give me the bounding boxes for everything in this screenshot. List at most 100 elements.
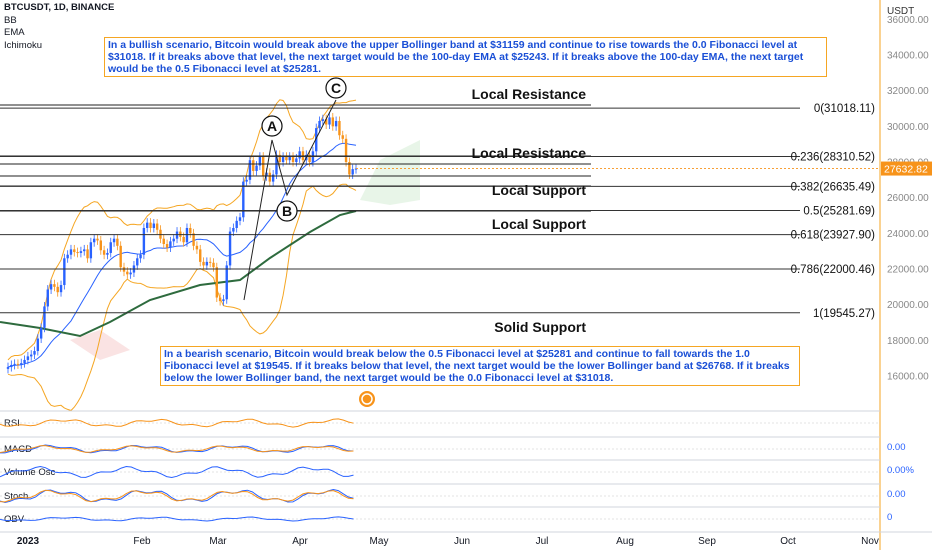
level-label: Local Resistance — [472, 86, 587, 102]
indicator-legend: BTCUSDT, 1D, BINANCE BB EMA Ichimoku — [4, 2, 114, 52]
x-tick-label: Jun — [454, 536, 470, 547]
level-label: Solid Support — [494, 319, 586, 335]
candle-body — [348, 162, 351, 175]
candle-body — [238, 217, 242, 221]
candle-body — [212, 262, 215, 268]
last-price-tag — [881, 161, 932, 176]
candle-body — [46, 289, 49, 307]
candle-body — [26, 356, 30, 360]
candle-body — [228, 231, 232, 266]
fib-label: 0.5(25281.69) — [803, 205, 875, 217]
candle-body — [232, 227, 235, 232]
candle-body — [182, 236, 185, 243]
y-tick-label: 18000.00 — [887, 336, 929, 347]
candle-body — [285, 156, 288, 161]
candle-body — [149, 222, 152, 228]
fib-label: 0.382(26635.49) — [791, 181, 876, 193]
candle-body — [225, 265, 228, 300]
bollinger-upper — [7, 99, 357, 361]
wave-path — [243, 99, 337, 301]
candle-body — [129, 272, 132, 275]
x-tick-label: Sep — [698, 536, 716, 547]
candle-body — [146, 222, 149, 228]
pane-value: 0 — [887, 512, 892, 523]
indicator-ichimoku[interactable]: Ichimoku — [4, 39, 43, 51]
x-tick-label: Apr — [292, 536, 308, 547]
currency-label: USDT — [887, 6, 914, 17]
level-label: Local Support — [492, 182, 586, 198]
pane-value: 0.00 — [887, 442, 906, 453]
candle-body — [116, 238, 119, 246]
candle-body — [321, 119, 325, 121]
candle-body — [20, 363, 23, 365]
logo-ring — [361, 393, 373, 405]
candle-body — [262, 156, 265, 177]
candle-body — [33, 351, 36, 355]
candle-body — [96, 238, 99, 241]
candle-body — [275, 154, 278, 175]
candle-body — [73, 249, 76, 253]
y-tick-label: 34000.00 — [887, 51, 929, 62]
x-tick-label: May — [370, 536, 389, 547]
candle-body — [341, 135, 344, 139]
ema-line — [0, 210, 357, 338]
pane-value: 0.00 — [887, 489, 906, 500]
indicator-bb[interactable]: BB — [4, 14, 17, 26]
candle-body — [281, 156, 285, 162]
candle-body — [288, 156, 291, 161]
bollinger-basis — [7, 142, 357, 368]
bullish-annotation[interactable]: In a bullish scenario, Bitcoin would bre… — [104, 37, 827, 77]
indicator-ema[interactable]: EMA — [4, 27, 25, 38]
candle-body — [215, 267, 218, 298]
candle-body — [79, 251, 83, 253]
pane-series — [0, 488, 354, 504]
pane-series — [0, 445, 354, 453]
candle-body — [205, 261, 209, 266]
candle-body — [106, 252, 109, 255]
fib-label: 0.236(28310.52) — [791, 151, 876, 163]
fib-label: 0.786(22000.46) — [791, 264, 876, 276]
candle-body — [162, 238, 165, 245]
candle-body — [172, 238, 175, 242]
fib-label: 1(19545.27) — [813, 308, 875, 320]
candle-body — [222, 299, 225, 302]
wave-marker — [276, 200, 298, 222]
y-tick-label: 26000.00 — [887, 193, 929, 204]
candle-body — [23, 359, 26, 364]
candle-body — [83, 249, 86, 252]
candle-body — [99, 240, 102, 251]
candle-body — [291, 156, 295, 162]
pane-series — [0, 516, 354, 522]
wave-label: B — [282, 203, 292, 219]
candle-body — [208, 261, 212, 263]
pane-title: Volume Osc — [4, 467, 55, 478]
bearish-annotation[interactable]: In a bearish scenario, Bitcoin would bre… — [160, 346, 800, 386]
candle-body — [39, 327, 43, 339]
pane-series — [0, 418, 354, 428]
candle-body — [165, 244, 169, 248]
pane-value: 0.00% — [887, 465, 914, 476]
x-tick-label: Nov — [861, 536, 879, 547]
level-label: Local Resistance — [472, 145, 587, 161]
candle-body — [139, 254, 142, 259]
candle-body — [258, 156, 262, 166]
y-tick-label: 22000.00 — [887, 265, 929, 276]
candle-body — [192, 233, 195, 246]
x-tick-label: Feb — [133, 536, 151, 547]
candle-body — [53, 284, 56, 287]
candle-body — [13, 363, 16, 365]
candle-body — [324, 119, 328, 125]
level-label: Local Support — [492, 216, 586, 232]
wave-label: C — [331, 80, 341, 96]
candle-body — [252, 160, 255, 171]
symbol-title[interactable]: BTCUSDT, 1D, BINANCE — [4, 2, 115, 13]
candle-body — [56, 286, 59, 293]
candle-body — [59, 285, 63, 293]
pane-series — [0, 465, 354, 479]
candle-body — [271, 174, 275, 182]
candle-body — [245, 179, 248, 182]
y-tick-label: 24000.00 — [887, 229, 929, 240]
candle-body — [295, 158, 298, 162]
y-tick-label: 16000.00 — [887, 372, 929, 383]
